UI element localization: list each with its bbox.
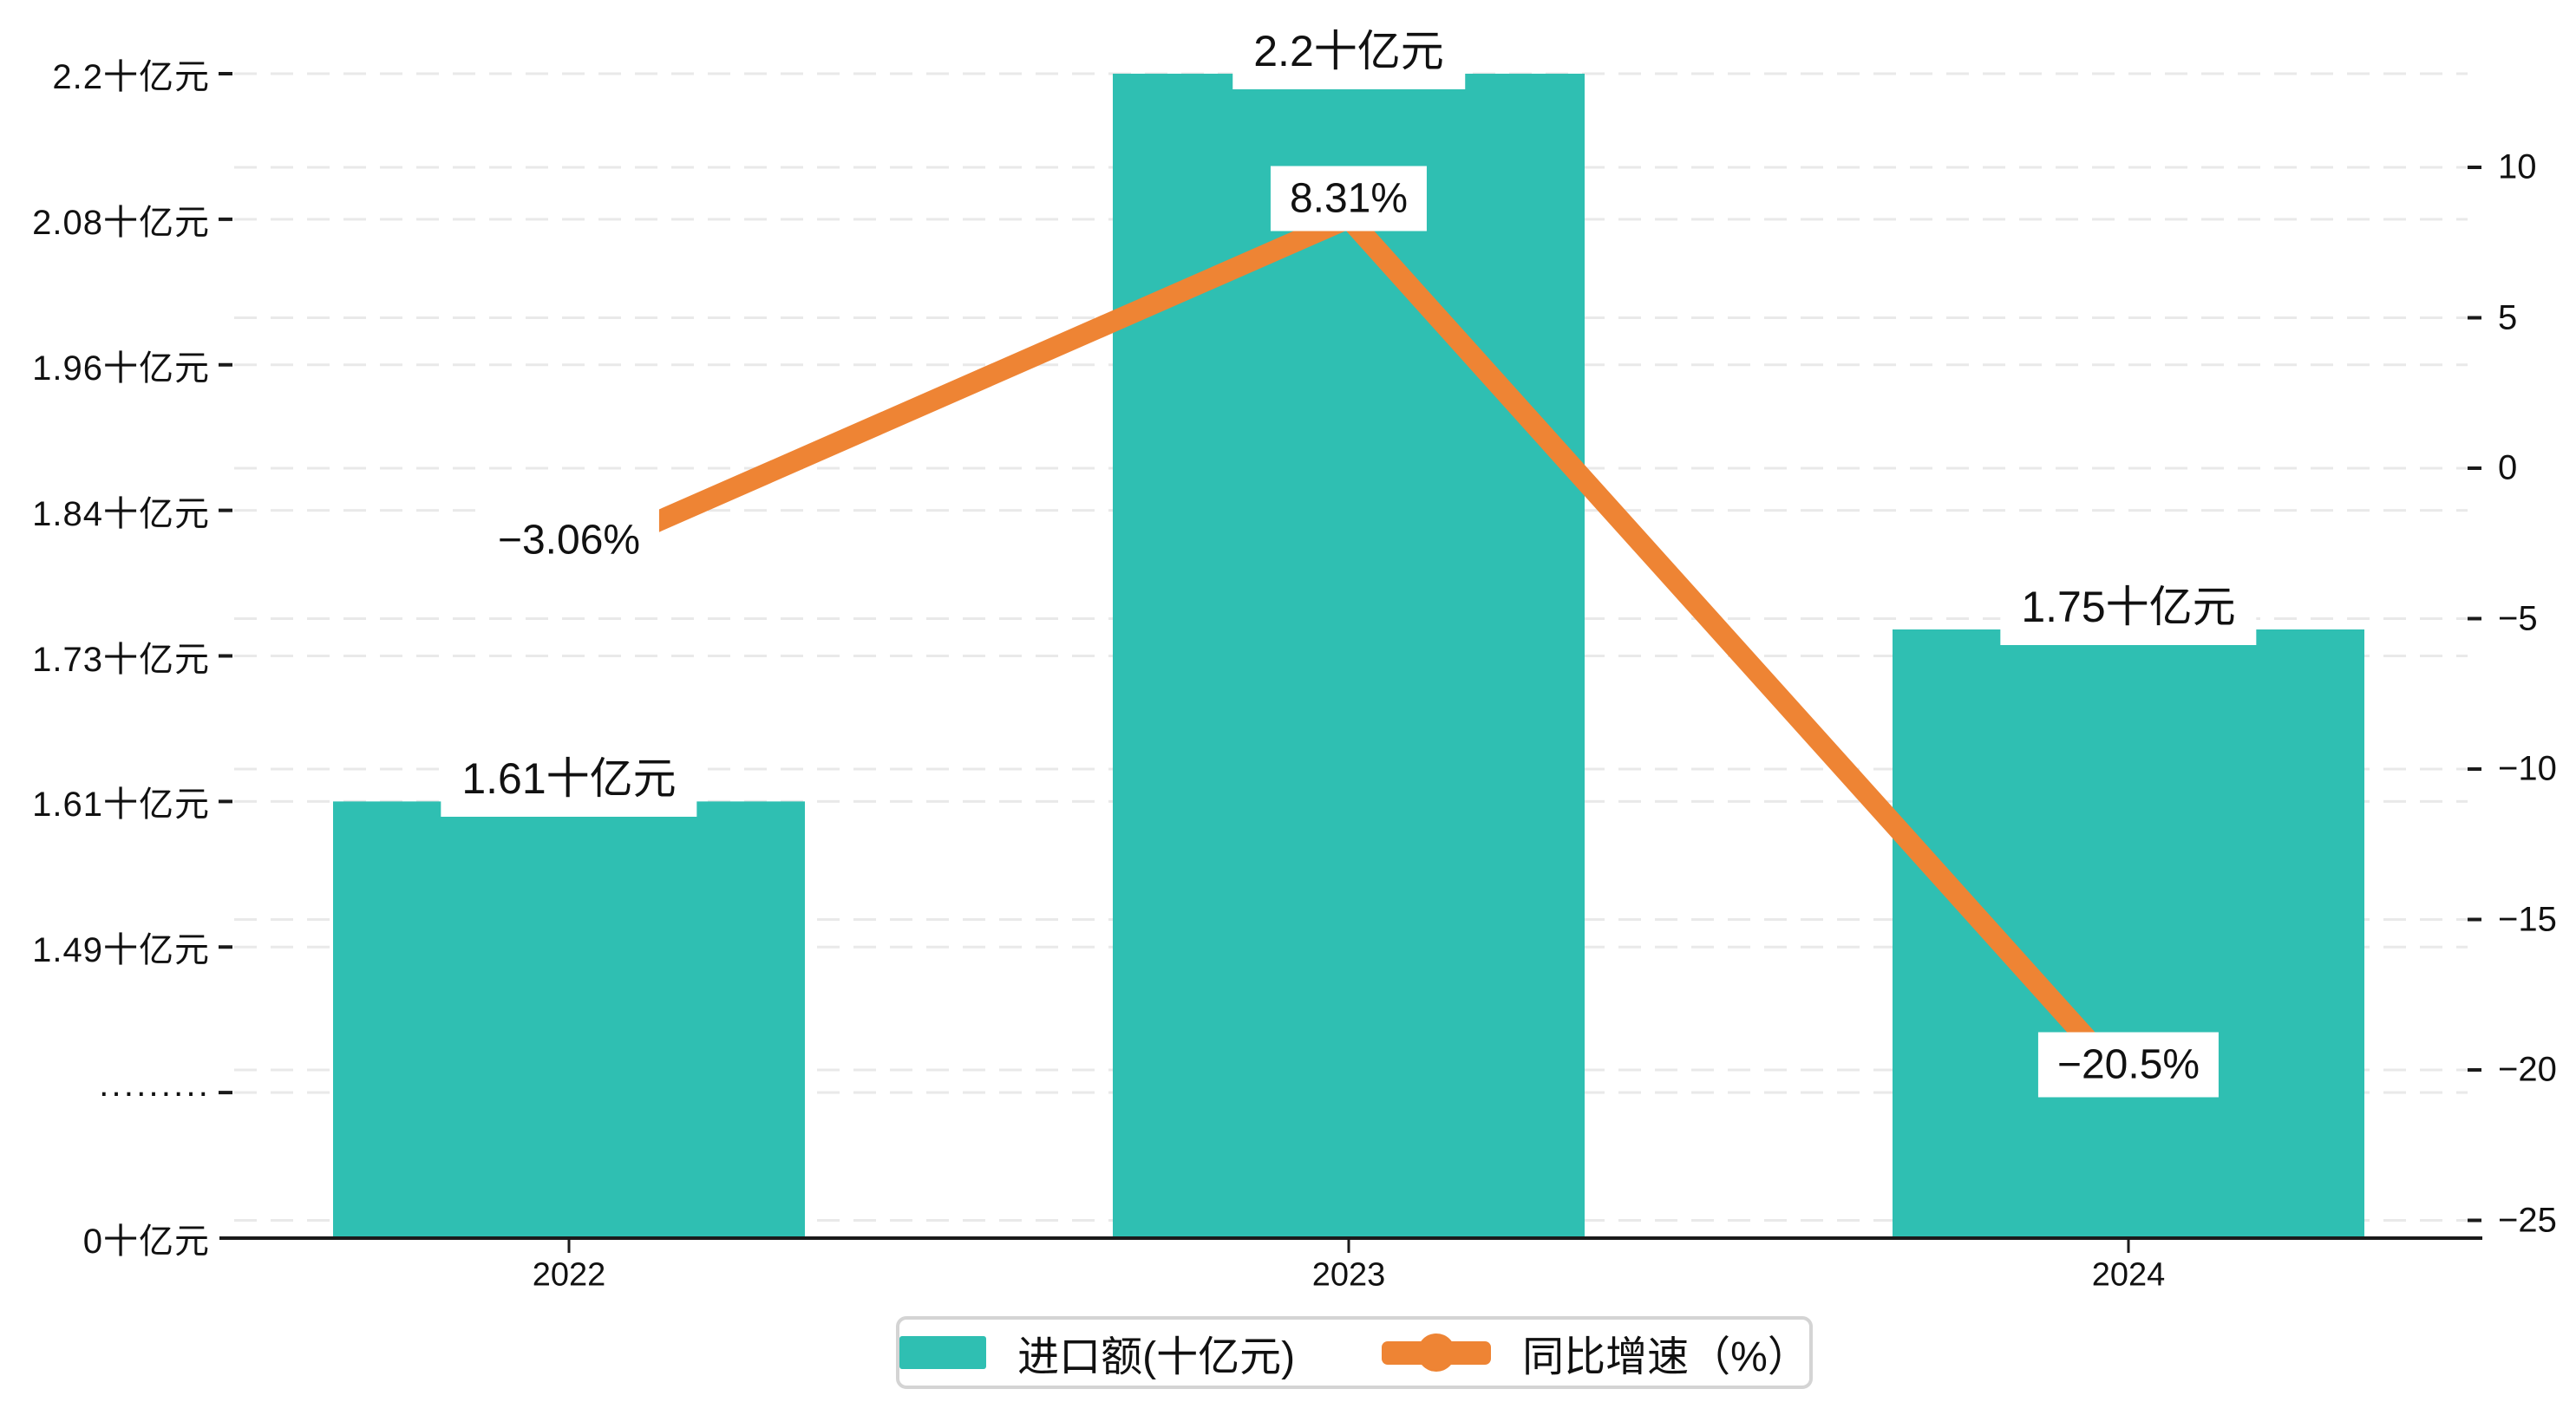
bar-series-swatch [899,1336,987,1369]
left-axis-label: 1.49十亿元 [32,931,210,970]
bar-value-label: 2.2十亿元 [1232,6,1465,89]
right-axis-label: −20 [2498,1050,2557,1089]
x-axis-label: 2024 [2091,1256,2166,1294]
line-series-marker [1382,1333,1492,1372]
left-axis-label: 2.08十亿元 [32,203,210,242]
left-axis-label: 0十亿元 [82,1223,210,1261]
x-axis-label: 2022 [532,1256,606,1294]
line-marker-dot-icon [1417,1333,1456,1372]
left-axis-label: 2.2十亿元 [52,58,210,96]
legend-item-yoy-growth: 同比增速（%） [1382,1322,1809,1383]
legend-label-import-value: 进口额(十亿元) [1017,1334,1296,1380]
legend: 进口额(十亿元) 同比增速（%） [896,1316,1813,1389]
left-axis-label: ········· [98,1073,210,1112]
left-axis-label: 1.73十亿元 [32,640,210,679]
legend-item-import-value: 进口额(十亿元) [899,1322,1295,1383]
right-axis-label: −5 [2498,599,2538,637]
bar-value-label: 1.75十亿元 [2000,561,2257,645]
line-value-label: 8.31% [1270,166,1428,231]
line-value-label: −3.06% [478,507,660,573]
right-axis-label: 5 [2498,298,2518,336]
legend-label-yoy-growth: 同比增速（%） [1522,1334,1809,1380]
left-axis-label: 1.96十亿元 [32,349,210,388]
left-axis-label: 1.84十亿元 [32,494,210,533]
right-axis-label: 0 [2498,448,2518,487]
right-axis-label: −15 [2498,900,2557,938]
bar-2023 [1113,74,1585,1238]
left-axis-label: 1.61十亿元 [32,786,210,825]
right-axis-label: 10 [2498,147,2537,186]
right-axis-label: −10 [2498,749,2557,788]
bar-value-label: 1.61十亿元 [441,734,697,818]
line-value-label: −20.5% [2037,1032,2220,1098]
bar-2024 [1893,629,2364,1238]
bar-2022 [333,801,805,1238]
right-axis-label: −25 [2498,1201,2557,1239]
x-axis-label: 2023 [1311,1256,1386,1294]
